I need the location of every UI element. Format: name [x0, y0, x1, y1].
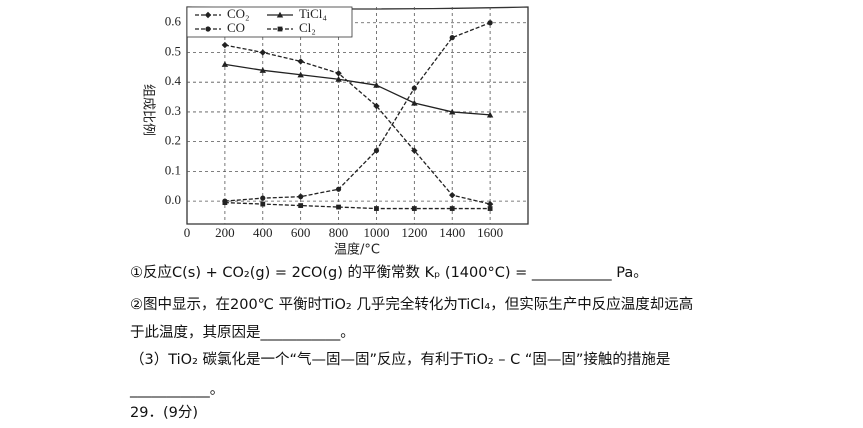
y-tick-label: 0.5	[165, 43, 181, 58]
data-point	[297, 58, 304, 65]
data-point	[335, 76, 342, 82]
x-axis-label: 温度/°C	[334, 242, 380, 258]
data-point	[221, 41, 229, 49]
data-point	[449, 206, 455, 211]
legend-marker	[205, 26, 211, 32]
legend-marker	[204, 11, 212, 19]
y-tick-label: 0.3	[165, 103, 181, 118]
x-tick-label: 600	[291, 225, 311, 240]
data-point	[373, 81, 380, 88]
series-line	[224, 63, 491, 116]
data-point	[411, 85, 417, 91]
y-tick-label: 0.4	[165, 73, 182, 88]
x-tick-label: 800	[329, 225, 349, 240]
data-point	[487, 20, 493, 26]
paragraph: 29．(9分)	[130, 405, 198, 421]
y-tick-label: 0.6	[165, 14, 182, 29]
data-point	[449, 108, 456, 115]
legend-label: CO₂	[227, 6, 250, 21]
paragraph: （3）TiO₂ 碳氯化是一个“气—固—固”反应，有利于TiO₂ – C “固—固…	[130, 352, 671, 368]
legend-label: TiCl₄	[299, 6, 327, 21]
data-point	[373, 147, 380, 154]
y-tick-label: 0.0	[165, 192, 181, 207]
data-point	[486, 200, 494, 208]
data-point	[373, 102, 380, 110]
paragraph: ___________。	[130, 382, 225, 398]
legend-label: CO	[227, 20, 245, 35]
plot-frame	[186, 6, 529, 225]
data-point	[297, 71, 304, 78]
x-tick-label: 1600	[477, 225, 503, 240]
data-point	[259, 67, 266, 73]
legend-label: Cl₂	[299, 20, 316, 35]
x-tick-label: 1000	[363, 225, 389, 240]
x-tick-label: 0	[184, 225, 191, 240]
legend-marker	[277, 26, 283, 32]
data-point	[222, 200, 228, 205]
x-tick-label: 1400	[439, 225, 465, 240]
series-line	[224, 22, 491, 202]
data-point	[298, 203, 304, 208]
paragraph: ②图中显示，在200℃ 平衡时TiO₂ 几乎完全转化为TiCl₄，但实际生产中反…	[130, 297, 694, 313]
data-point	[374, 206, 379, 211]
data-point	[335, 70, 342, 77]
y-tick-label: 0.1	[165, 162, 181, 177]
legend-box	[186, 6, 353, 38]
data-point	[411, 99, 418, 106]
data-point	[336, 204, 341, 210]
y-axis-label: 组成比例	[141, 84, 156, 136]
data-point	[487, 206, 493, 211]
data-point	[298, 194, 304, 200]
y-tick-label: 0.2	[165, 133, 181, 148]
paragraph: ①反应C(s) + CO₂(g) = 2CO(g) 的平衡常数 Kₚ (1400…	[130, 265, 648, 281]
x-tick-label: 200	[215, 225, 235, 240]
paragraph: 于此温度，其原因是___________。	[130, 325, 355, 341]
x-tick-label: 1200	[401, 225, 427, 240]
data-point	[259, 49, 266, 56]
x-tick-label: 400	[253, 225, 273, 240]
data-point	[260, 201, 266, 207]
chart: 组成比例 温度/°C 0.0 0.1 0.2 0.3 0.4 0.5 0.6 0 200 400 6…	[141, 6, 529, 258]
data-point	[411, 206, 417, 211]
series-line	[224, 201, 491, 210]
data-point	[486, 111, 494, 118]
data-point	[260, 195, 266, 201]
data-point	[335, 186, 342, 192]
series-line	[224, 44, 491, 205]
data-point	[221, 61, 229, 67]
data-point	[449, 35, 455, 41]
data-point	[449, 191, 456, 199]
legend-marker	[276, 11, 284, 18]
data-point	[411, 147, 418, 154]
